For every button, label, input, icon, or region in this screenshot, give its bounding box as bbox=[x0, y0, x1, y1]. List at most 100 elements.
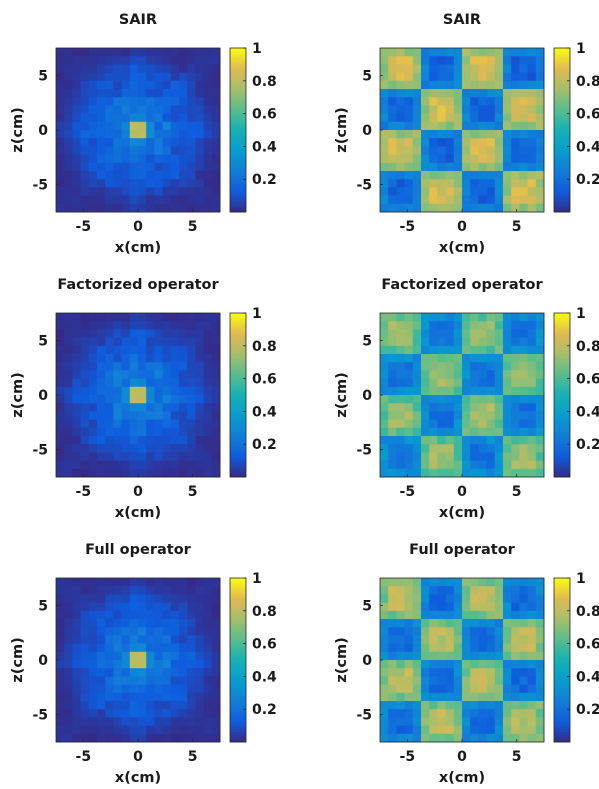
heatmap-cell bbox=[105, 419, 114, 429]
heatmap-cell bbox=[162, 386, 172, 396]
heatmap-cell bbox=[535, 436, 545, 445]
colorbar-band bbox=[554, 341, 570, 345]
heatmap-cell bbox=[412, 643, 422, 653]
heatmap-cell bbox=[478, 362, 487, 371]
heatmap-cell bbox=[396, 138, 405, 147]
heatmap-cell bbox=[195, 154, 204, 164]
heatmap-cell bbox=[511, 643, 520, 653]
heatmap-cell bbox=[97, 403, 106, 412]
heatmap-cell bbox=[195, 378, 204, 388]
heatmap-cell bbox=[511, 427, 520, 437]
heatmap-cell bbox=[162, 203, 172, 213]
heatmap-cell bbox=[380, 643, 389, 653]
heatmap-cell bbox=[388, 329, 397, 338]
heatmap-cell bbox=[527, 113, 537, 123]
heatmap-cell bbox=[146, 187, 155, 196]
heatmap-cell bbox=[179, 619, 188, 628]
heatmap-cell bbox=[535, 72, 545, 82]
colorbar-band bbox=[230, 86, 246, 90]
heatmap-cell bbox=[445, 651, 455, 661]
heatmap-cell bbox=[453, 444, 463, 453]
heatmap-cell bbox=[388, 162, 397, 172]
heatmap-cell bbox=[429, 187, 438, 196]
heatmap-cell bbox=[453, 72, 463, 82]
heatmap-cell bbox=[179, 89, 188, 98]
heatmap-cell bbox=[179, 717, 188, 726]
colorbar-band bbox=[230, 395, 246, 398]
heatmap-cell bbox=[494, 179, 504, 188]
heatmap-cell bbox=[179, 97, 188, 106]
colorbar-frame bbox=[553, 47, 571, 213]
heatmap-panel-5: Full operator-5 0 550-5x(cm)z(cm)0.20.40.6… bbox=[10, 542, 277, 786]
heatmap-cell bbox=[162, 337, 172, 347]
colorbar-band bbox=[554, 616, 570, 620]
heatmap-cell bbox=[105, 146, 114, 155]
heatmap-cell bbox=[88, 121, 98, 131]
colorbar-band bbox=[230, 336, 246, 340]
heatmap-cell bbox=[97, 468, 106, 478]
colorbar-band bbox=[554, 448, 570, 452]
heatmap-cell bbox=[462, 578, 471, 587]
heatmap-cell bbox=[503, 660, 512, 669]
heatmap-cell bbox=[129, 635, 139, 644]
y-tick-label: 5 bbox=[362, 598, 372, 614]
heatmap-cell bbox=[211, 113, 221, 123]
heatmap-cell bbox=[462, 337, 471, 347]
heatmap-cell bbox=[129, 660, 139, 669]
heatmap-cell bbox=[121, 436, 131, 445]
heatmap-cell bbox=[97, 64, 106, 73]
heatmap-cell bbox=[421, 154, 430, 164]
heatmap-cell bbox=[527, 162, 537, 172]
heatmap-cell bbox=[380, 709, 389, 718]
heatmap-cell bbox=[162, 460, 172, 470]
colorbar-band bbox=[554, 387, 570, 391]
heatmap-cell bbox=[179, 179, 188, 188]
heatmap-cell bbox=[429, 635, 438, 644]
y-tick-label: -5 bbox=[32, 708, 48, 724]
colorbar-band bbox=[230, 736, 246, 740]
heatmap-cell bbox=[519, 354, 528, 363]
heatmap-cell bbox=[203, 403, 213, 412]
heatmap-cell bbox=[113, 692, 122, 702]
heatmap-cell bbox=[412, 345, 422, 355]
heatmap-cell bbox=[170, 195, 180, 205]
colorbar-band bbox=[554, 660, 570, 663]
heatmap-cell bbox=[72, 701, 81, 710]
heatmap-cell bbox=[113, 643, 122, 653]
heatmap-cell bbox=[421, 395, 430, 404]
heatmap-cell bbox=[64, 419, 73, 429]
heatmap-cell bbox=[187, 444, 196, 453]
heatmap-cell bbox=[527, 105, 537, 114]
heatmap-panel-4: Factorized operator-5 0 550-5x(cm)z(cm)0.2… bbox=[334, 277, 599, 521]
heatmap-cell bbox=[437, 733, 446, 743]
heatmap-cell bbox=[396, 48, 405, 57]
heatmap-cell bbox=[486, 684, 496, 694]
heatmap-cell bbox=[429, 660, 438, 669]
heatmap-cell bbox=[154, 610, 163, 620]
heatmap-cell bbox=[129, 684, 139, 694]
heatmap-cell bbox=[105, 162, 114, 172]
heatmap-cell bbox=[503, 345, 512, 355]
heatmap-cell bbox=[535, 468, 545, 478]
heatmap-cell bbox=[121, 154, 131, 164]
heatmap-cell bbox=[105, 121, 114, 131]
heatmap-cell bbox=[388, 578, 397, 587]
heatmap-cell bbox=[380, 444, 389, 453]
colorbar-band bbox=[230, 377, 246, 381]
heatmap-cell bbox=[404, 419, 414, 429]
colorbar-band bbox=[230, 601, 246, 605]
heatmap-cell bbox=[138, 121, 147, 131]
heatmap-cell bbox=[494, 80, 504, 90]
heatmap-cell bbox=[519, 427, 528, 437]
heatmap-cell bbox=[80, 121, 90, 131]
heatmap-cell bbox=[527, 171, 537, 180]
heatmap-cell bbox=[187, 427, 196, 437]
heatmap-cell bbox=[211, 660, 221, 669]
colorbar-band bbox=[554, 65, 570, 69]
heatmap-cell bbox=[72, 345, 81, 355]
colorbar-band bbox=[554, 667, 570, 671]
heatmap-cell bbox=[453, 395, 463, 404]
heatmap-cell bbox=[380, 668, 389, 677]
heatmap-cell bbox=[97, 130, 106, 139]
heatmap-cell bbox=[503, 80, 512, 90]
